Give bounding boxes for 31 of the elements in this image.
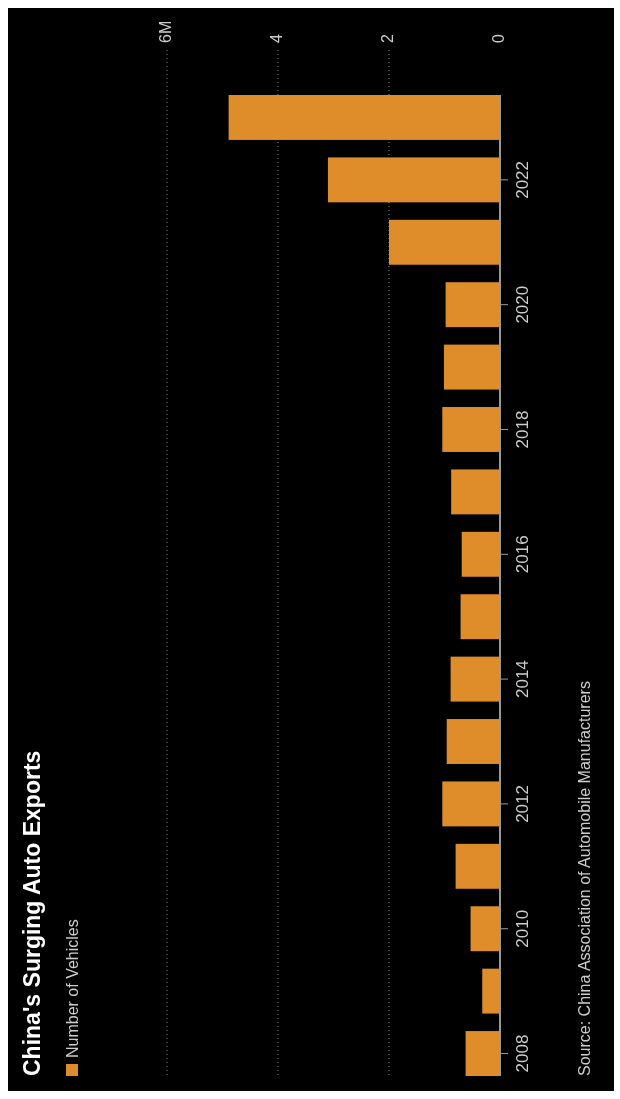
y-tick-label: 2016: [513, 535, 532, 574]
y-tick-label: 2008: [513, 1034, 532, 1073]
bar: [465, 1031, 500, 1076]
y-tick-label: 2020: [513, 285, 532, 324]
bar: [389, 219, 500, 265]
bar: [451, 469, 500, 515]
x-tick-label: 4: [268, 34, 286, 43]
x-tick-label: 6M: [157, 20, 175, 43]
bar: [482, 968, 500, 1014]
bar: [445, 282, 500, 328]
bar: [327, 157, 500, 203]
y-tick-label: 2022: [513, 160, 532, 199]
source-note: Source: China Association of Automobile Manufacturers: [576, 681, 593, 1076]
y-tick-label: 2010: [513, 909, 532, 948]
bar: [450, 656, 500, 702]
y-tick-label: 2018: [513, 410, 532, 449]
bar: [461, 531, 500, 577]
x-tick-label: 2: [379, 34, 397, 43]
bar: [455, 843, 500, 889]
bar: [228, 95, 500, 140]
bar: [446, 719, 500, 764]
text: Number of Vehicles: [64, 919, 81, 1058]
y-tick-label: 2012: [513, 785, 532, 823]
bar: [470, 906, 500, 952]
bar: [460, 594, 500, 640]
y-tick-label: 2014: [513, 660, 532, 699]
text: China's Surging Auto Exports: [19, 750, 45, 1076]
x-tick-label: 0: [490, 34, 508, 43]
bar: [442, 781, 500, 827]
bar: [442, 407, 500, 452]
bar: [443, 344, 500, 390]
